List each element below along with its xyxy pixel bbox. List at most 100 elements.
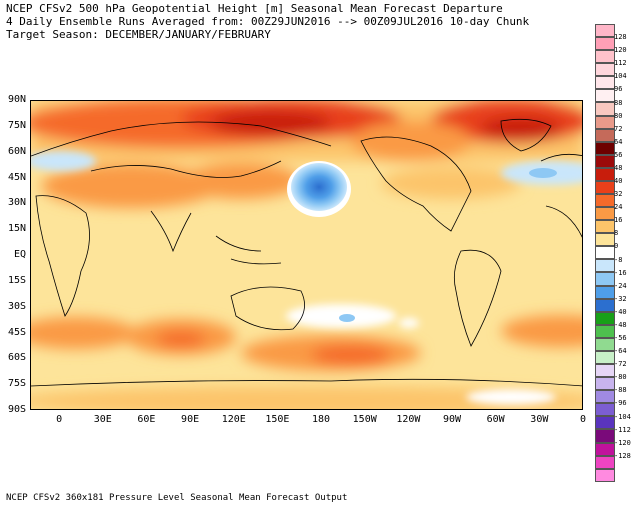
color-scale-swatch bbox=[595, 364, 615, 378]
color-scale-swatch bbox=[595, 429, 615, 443]
color-scale-label: 0 bbox=[614, 242, 619, 251]
longitude-tick-label: 90E bbox=[181, 414, 200, 425]
color-scale-label: -40 bbox=[614, 307, 627, 316]
color-scale-swatch bbox=[595, 115, 615, 129]
color-scale-swatch bbox=[595, 416, 615, 430]
latitude-tick-label: 30N bbox=[7, 197, 26, 209]
color-scale-swatch bbox=[595, 180, 615, 195]
color-scale-label: -80 bbox=[614, 373, 627, 382]
color-scale-label: 32 bbox=[614, 190, 623, 199]
color-scale-label: 88 bbox=[614, 98, 623, 107]
longitude-tick-label: 150W bbox=[352, 414, 377, 425]
color-scale-swatch bbox=[595, 403, 615, 417]
color-scale-label: -56 bbox=[614, 334, 627, 343]
color-scale-swatch bbox=[595, 324, 615, 338]
color-scale-label: 8 bbox=[614, 229, 619, 238]
color-scale-label: 120 bbox=[614, 46, 627, 55]
longitude-tick-label: 150E bbox=[265, 414, 290, 425]
color-scale-swatch bbox=[595, 194, 615, 208]
latitude-tick-label: 60S bbox=[7, 352, 26, 364]
color-scale-label: -120 bbox=[614, 438, 631, 447]
longitude-tick-label: 90W bbox=[442, 414, 462, 425]
color-scale-label: 48 bbox=[614, 163, 623, 172]
color-scale-swatch bbox=[595, 37, 615, 51]
color-scale-swatch bbox=[595, 311, 615, 325]
title-line-1: NCEP CFSv2 500 hPa Geopotential Height [… bbox=[6, 2, 503, 15]
color-scale-swatch bbox=[595, 337, 615, 351]
color-scale-swatch bbox=[595, 141, 615, 155]
color-scale-swatch bbox=[595, 246, 615, 260]
longitude-tick-label: 180 bbox=[312, 414, 331, 425]
color-scale-label: -72 bbox=[614, 360, 627, 369]
longitude-tick-label: 120W bbox=[396, 414, 421, 425]
color-scale-swatch bbox=[595, 167, 615, 181]
color-scale-label: -16 bbox=[614, 268, 627, 277]
latitude-tick-label: 90S bbox=[7, 404, 26, 415]
color-scale-swatch bbox=[595, 285, 615, 299]
latitude-tick-label: 15N bbox=[7, 223, 26, 235]
color-scale-label: -8 bbox=[614, 255, 623, 264]
latitude-tick-label: 15S bbox=[7, 274, 26, 286]
color-scale-label: 72 bbox=[614, 124, 623, 133]
color-scale-label: -112 bbox=[614, 425, 631, 434]
color-scale-swatch bbox=[595, 272, 615, 286]
color-scale-label: -128 bbox=[614, 451, 631, 460]
latitude-tick-label: 30S bbox=[7, 300, 26, 312]
color-scale-label: 112 bbox=[614, 59, 627, 68]
color-scale-swatch bbox=[595, 259, 615, 273]
color-scale-swatch bbox=[595, 350, 615, 365]
color-scale-label: -104 bbox=[614, 412, 631, 421]
longitude-tick-label: 60W bbox=[486, 414, 505, 425]
color-scale-label: -32 bbox=[614, 294, 627, 303]
latitude-tick-label: 75S bbox=[7, 378, 26, 390]
color-scale-label: 24 bbox=[614, 203, 623, 212]
color-scale-swatch bbox=[595, 233, 615, 247]
color-scale-label: 80 bbox=[614, 111, 623, 120]
anomaly-field bbox=[31, 101, 582, 409]
title-line-3: Target Season: DECEMBER/JANUARY/FEBRUARY bbox=[6, 28, 271, 41]
color-scale-label: -88 bbox=[614, 386, 627, 395]
color-scale-label: -24 bbox=[614, 281, 627, 290]
color-scale-swatch bbox=[595, 89, 615, 103]
color-scale-swatch bbox=[595, 50, 615, 64]
color-scale-label: 40 bbox=[614, 177, 623, 186]
latitude-tick-label: 90N bbox=[7, 94, 26, 105]
color-scale-swatch bbox=[595, 128, 615, 142]
footer-note: NCEP CFSv2 360x181 Pressure Level Season… bbox=[6, 493, 348, 503]
longitude-tick-label: 60E bbox=[137, 414, 156, 425]
color-scale-swatch bbox=[595, 220, 615, 234]
color-scale-label: 128 bbox=[614, 33, 627, 42]
color-scale-label: 104 bbox=[614, 72, 627, 81]
color-scale-label: -64 bbox=[614, 347, 627, 356]
color-scale-swatch bbox=[595, 63, 615, 77]
color-scale-label: 16 bbox=[614, 216, 623, 225]
color-scale-swatch bbox=[595, 468, 615, 482]
color-scale-swatch bbox=[595, 455, 615, 469]
color-scale-swatch bbox=[595, 377, 615, 391]
color-scale-label: 96 bbox=[614, 85, 623, 94]
title-line-2: 4 Daily Ensemble Runs Averaged from: 00Z… bbox=[6, 15, 530, 28]
color-scale-swatch bbox=[595, 76, 615, 90]
color-scale-swatch bbox=[595, 390, 615, 404]
color-scale bbox=[595, 24, 615, 482]
longitude-tick-label: 120E bbox=[221, 414, 246, 425]
color-scale-swatch bbox=[595, 207, 615, 221]
latitude-tick-label: 60N bbox=[7, 145, 26, 157]
latitude-tick-label: 75N bbox=[7, 119, 26, 131]
longitude-tick-label: 30E bbox=[93, 414, 112, 425]
longitude-tick-label: 0 bbox=[579, 414, 587, 425]
longitude-tick-label: 30W bbox=[530, 414, 549, 425]
color-scale-swatch bbox=[595, 154, 615, 168]
color-scale-swatch bbox=[595, 24, 615, 38]
color-scale-label: -96 bbox=[614, 399, 627, 408]
latitude-tick-label: 45S bbox=[7, 326, 26, 338]
longitude-tick-label: 0 bbox=[56, 414, 63, 425]
anomaly-map bbox=[30, 100, 583, 410]
color-scale-swatch bbox=[595, 102, 615, 116]
color-scale-swatch bbox=[595, 298, 615, 312]
latitude-tick-label: 45N bbox=[7, 171, 26, 183]
latitude-tick-label: EQ bbox=[13, 249, 26, 260]
color-scale-label: 64 bbox=[614, 137, 623, 146]
color-scale-label: 56 bbox=[614, 150, 623, 159]
color-scale-swatch bbox=[595, 442, 615, 456]
